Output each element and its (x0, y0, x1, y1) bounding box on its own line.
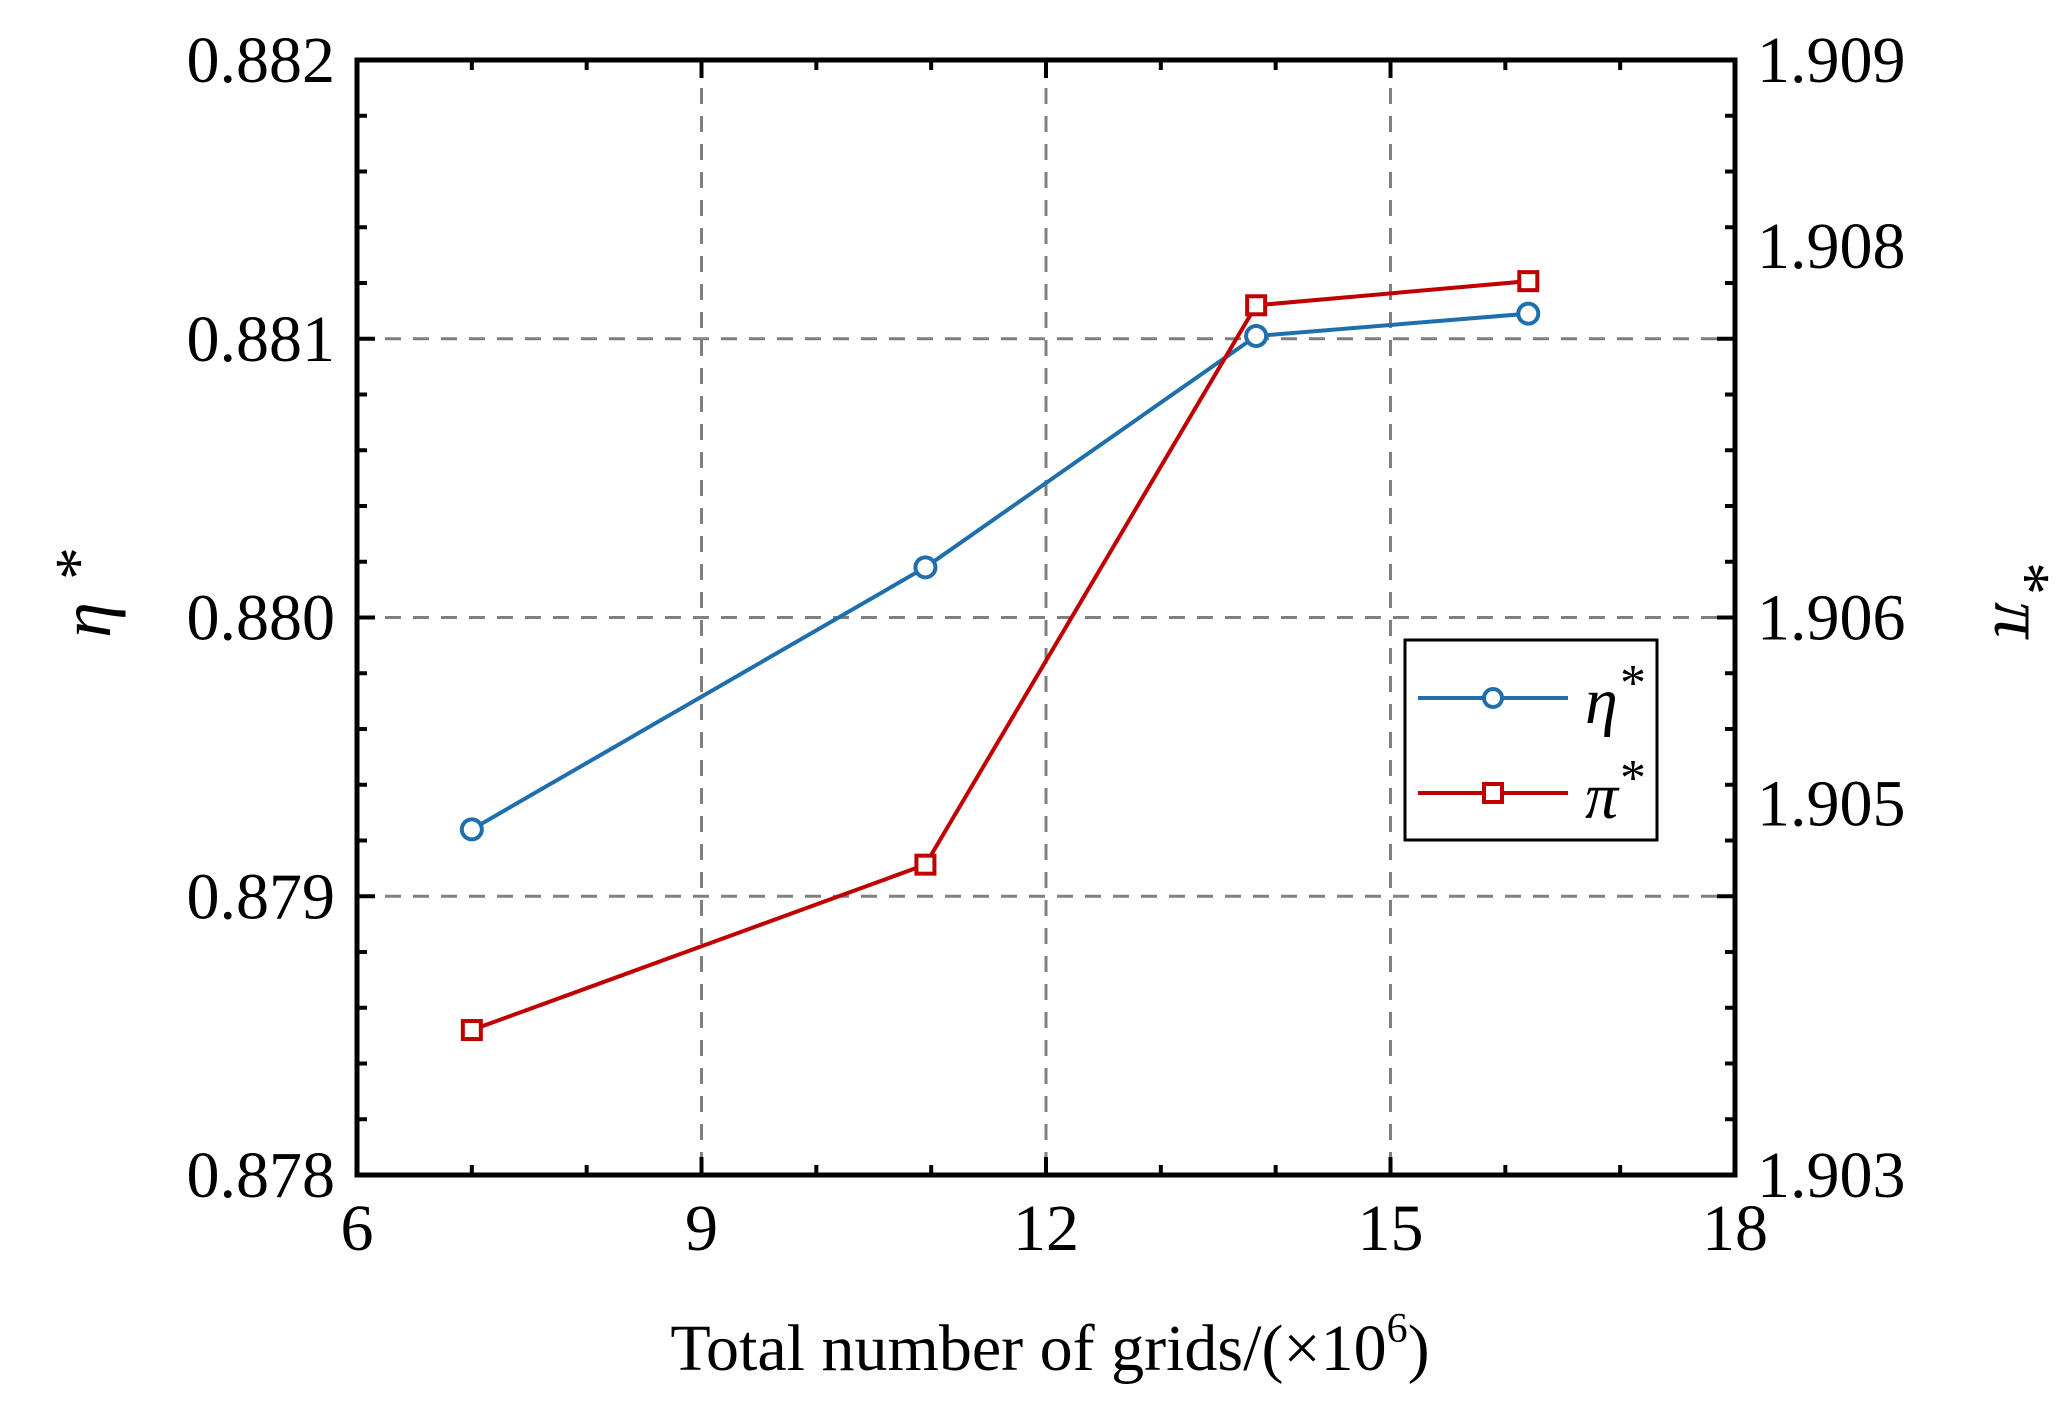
data-point-pi (914, 853, 937, 876)
x-tick-label: 9 (685, 1192, 718, 1265)
data-point-eta (913, 555, 938, 580)
y-right-tick-label: 1.905 (1757, 767, 1906, 840)
y-axis-left-title: η * (42, 547, 126, 638)
svg-text:*: * (1990, 562, 2063, 595)
legend-entry-eta: η * (1418, 655, 1646, 738)
x-tick-label: 12 (1013, 1192, 1079, 1265)
data-point-eta (1516, 301, 1541, 326)
data-point-eta (1244, 323, 1269, 348)
y-left-tick-label: 0.880 (187, 582, 336, 655)
y-right-tick-label: 1.906 (1757, 582, 1906, 655)
legend: η * π * (1403, 638, 1659, 842)
data-point-pi (1245, 294, 1268, 317)
x-axis-title: Total number of grids/(×106) (670, 1306, 1429, 1385)
y-right-tick-label: 1.908 (1757, 210, 1906, 283)
x-tick-label: 15 (1358, 1192, 1424, 1265)
y-left-tick-label: 0.881 (187, 303, 336, 376)
y-left-tick-label: 0.882 (187, 24, 336, 97)
series-line-eta (470, 311, 1529, 832)
grid-lines (357, 60, 1735, 1175)
series-line-pi (471, 279, 1529, 1032)
legend-sup-eta: * (1620, 655, 1646, 712)
x-tick-label: 6 (341, 1192, 374, 1265)
data-point-pi (460, 1019, 483, 1042)
x-tick-label: 18 (1702, 1192, 1768, 1265)
legend-label-pi: π (1585, 760, 1620, 833)
series-markers (459, 270, 1541, 1042)
svg-text:*: * (42, 547, 115, 580)
data-point-eta (459, 817, 484, 842)
y-right-tick-label: 1.903 (1757, 1139, 1906, 1212)
y-axis-right-title: π * (1979, 562, 2063, 640)
legend-entry-pi: π * (1418, 750, 1646, 833)
y-left-tick-label: 0.879 (187, 860, 336, 933)
svg-text:π: π (1979, 602, 2059, 640)
legend-box (1403, 638, 1659, 842)
tick-labels: 6 9 12 15 18 0.878 0.879 0.880 0.881 0.882 1.903 1.… (187, 24, 1906, 1265)
y-right-tick-label: 1.909 (1757, 24, 1906, 97)
series-lines (470, 279, 1529, 1032)
legend-label-eta: η (1585, 665, 1618, 738)
svg-text:η: η (46, 602, 126, 638)
legend-sup-pi: * (1620, 750, 1646, 807)
plot-frame (354, 57, 1738, 1178)
data-point-pi (1517, 270, 1540, 293)
y-left-tick-label: 0.878 (187, 1139, 336, 1212)
